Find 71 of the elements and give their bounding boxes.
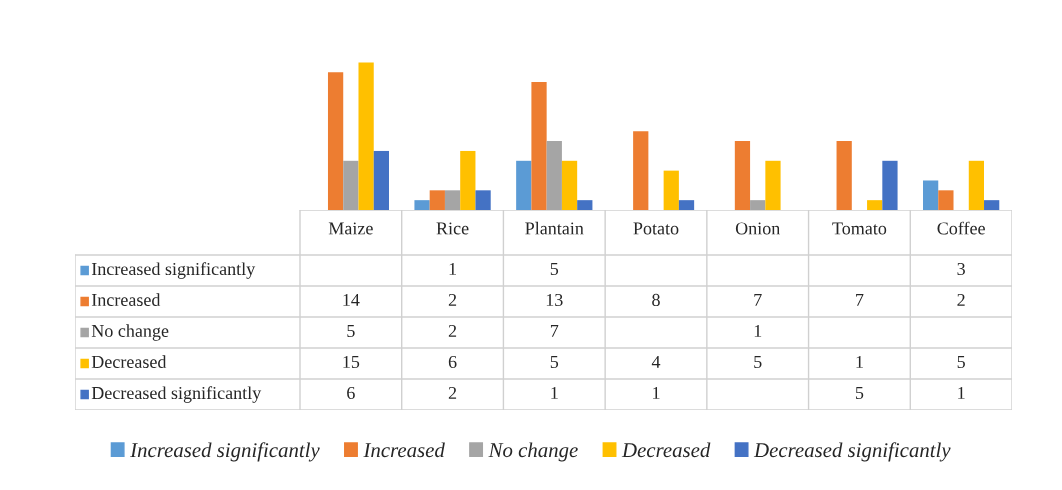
bar [633, 131, 649, 210]
data-label: 14 [343, 293, 360, 306]
bar [836, 141, 852, 210]
bar [546, 141, 562, 210]
bar [938, 190, 954, 210]
legend-label: Decreased [621, 442, 711, 458]
bar [429, 190, 445, 210]
data-label: 15 [343, 355, 360, 369]
data-label: 6 [347, 386, 355, 400]
data-label: 5 [957, 356, 965, 369]
legend-label: Increased significantly [91, 262, 256, 279]
bar [750, 200, 766, 210]
bar [358, 62, 374, 210]
x-tick-label: Coffee [937, 221, 985, 235]
bar [475, 190, 491, 210]
bar [343, 160, 359, 210]
data-label: 4 [651, 355, 661, 368]
data-label: 7 [856, 294, 864, 306]
bar [414, 200, 430, 210]
data-label: 5 [347, 325, 355, 338]
data-label: 7 [550, 325, 559, 337]
bar [444, 190, 461, 210]
data-label: 2 [957, 293, 965, 306]
x-tick-label: Onion [735, 222, 781, 235]
legend-label: Decreased significantly [91, 386, 262, 403]
bar [734, 141, 751, 210]
data-label: 1 [449, 262, 456, 275]
bar [663, 170, 679, 210]
data-label: 3 [957, 262, 965, 276]
bar [577, 200, 593, 210]
data-label: 5 [754, 356, 762, 369]
text: Increased [363, 442, 445, 458]
data-label: 5 [550, 356, 559, 369]
data-label: 1 [754, 324, 762, 337]
data-label: 6 [448, 355, 457, 369]
text: Decreased [91, 355, 167, 369]
data-label: 2 [448, 324, 457, 337]
bar [968, 160, 985, 210]
data-label: 1 [551, 386, 558, 399]
bar [561, 160, 578, 210]
text: Increased significantly [130, 442, 320, 462]
bar [882, 160, 898, 210]
bar [678, 200, 695, 210]
bar [460, 150, 476, 210]
bar [923, 180, 939, 210]
text: No change [488, 442, 578, 462]
x-tick-label: Rice [436, 222, 469, 235]
bar [531, 82, 547, 210]
legend-label: Increased [91, 293, 161, 307]
data-label: 2 [448, 293, 457, 306]
data-label: 5 [855, 387, 864, 400]
data-label: 7 [754, 294, 762, 306]
x-tick-label: Potato [633, 222, 679, 235]
data-label: 13 [546, 293, 563, 307]
data-label: 5 [550, 263, 559, 276]
x-tick-label: Maize [328, 222, 373, 235]
bar [327, 72, 344, 210]
legend-label: No change [91, 324, 169, 341]
bar [867, 200, 883, 210]
data-label: 2 [448, 386, 457, 399]
data-label: 8 [652, 293, 660, 307]
bar [984, 200, 1000, 210]
data-label: 1 [856, 355, 863, 368]
bar [765, 160, 781, 210]
data-label: 1 [958, 386, 965, 399]
x-tick-label: Plantain [525, 221, 584, 235]
x-tick-label: Tomato [832, 222, 887, 235]
bar [516, 160, 532, 210]
text: Decreased significantly [753, 442, 951, 462]
data-label: 1 [653, 386, 660, 399]
bar [373, 150, 389, 210]
